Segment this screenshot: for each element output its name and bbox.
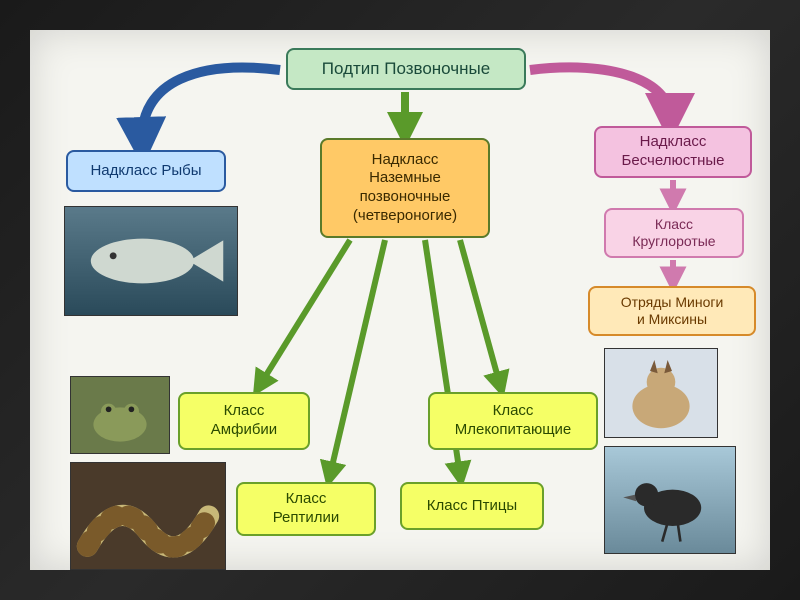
- node-root-label: Подтип Позвоночные: [322, 58, 490, 79]
- arrow-land-mammals: [460, 240, 500, 385]
- fish-photo: [64, 206, 238, 316]
- snake-photo: [70, 462, 226, 570]
- node-land-label: Надкласс Наземные позвоночные (четвероно…: [353, 151, 457, 226]
- node-birds: Класс Птицы: [400, 482, 544, 530]
- node-land: Надкласс Наземные позвоночные (четвероно…: [320, 138, 490, 238]
- node-mammals-label: Класс Млекопитающие: [455, 402, 572, 440]
- node-root: Подтип Позвоночные: [286, 48, 526, 90]
- curve-arrow-left: [142, 68, 280, 142]
- bird-icon: [605, 447, 735, 553]
- curve-arrow-right: [530, 67, 670, 118]
- arrow-land-amphib: [260, 240, 350, 385]
- lynx-photo: [604, 348, 718, 438]
- node-fish-label: Надкласс Рыбы: [90, 162, 201, 181]
- slide-canvas: Подтип Позвоночные Надкласс Рыбы Надклас…: [30, 30, 770, 570]
- arrow-land-reptile: [330, 240, 385, 475]
- node-reptile: Класс Рептилии: [236, 482, 376, 536]
- snake-icon: [71, 463, 225, 569]
- node-jawless-label: Надкласс Бесчелюстные: [622, 133, 725, 171]
- node-orders: Отряды Миноги и Миксины: [588, 286, 756, 336]
- fish-icon: [65, 207, 237, 315]
- bird-photo: [604, 446, 736, 554]
- frog-photo: [70, 376, 170, 454]
- node-amphib-label: Класс Амфибии: [211, 402, 277, 440]
- node-fish: Надкласс Рыбы: [66, 150, 226, 192]
- node-cyclo: Класс Круглоротые: [604, 208, 744, 258]
- node-cyclo-label: Класс Круглоротые: [632, 216, 715, 251]
- node-birds-label: Класс Птицы: [427, 497, 517, 516]
- slide-frame: Подтип Позвоночные Надкласс Рыбы Надклас…: [0, 0, 800, 600]
- frog-icon: [71, 377, 169, 453]
- lynx-icon: [605, 349, 717, 437]
- node-reptile-label: Класс Рептилии: [273, 490, 340, 528]
- node-jawless: Надкласс Бесчелюстные: [594, 126, 752, 178]
- node-amphib: Класс Амфибии: [178, 392, 310, 450]
- node-mammals: Класс Млекопитающие: [428, 392, 598, 450]
- node-orders-label: Отряды Миноги и Миксины: [621, 294, 724, 329]
